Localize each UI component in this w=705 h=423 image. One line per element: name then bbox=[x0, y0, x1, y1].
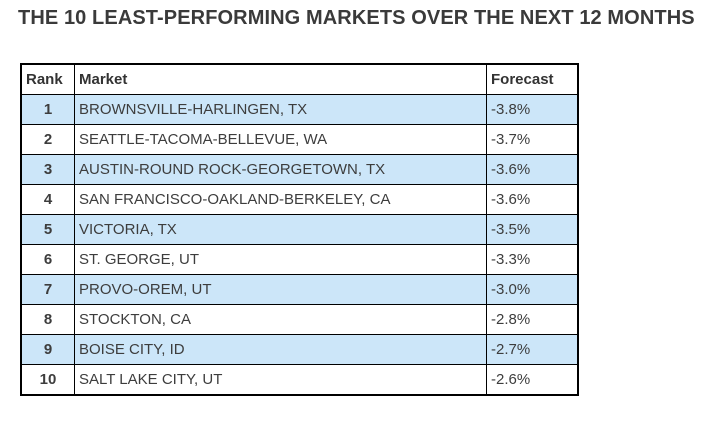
rank-cell: 9 bbox=[20, 334, 75, 365]
rank-cell: 5 bbox=[20, 214, 75, 245]
market-cell: PROVO-OREM, UT bbox=[74, 274, 487, 305]
table-row: 5 VICTORIA, TX -3.5% bbox=[20, 214, 579, 245]
rank-cell: 7 bbox=[20, 274, 75, 305]
forecast-cell: -2.6% bbox=[486, 364, 579, 396]
column-header-market: Market bbox=[74, 63, 487, 95]
forecast-cell: -3.0% bbox=[486, 274, 579, 305]
market-cell: SEATTLE-TACOMA-BELLEVUE, WA bbox=[74, 124, 487, 155]
forecast-cell: -3.3% bbox=[486, 244, 579, 275]
rank-cell: 3 bbox=[20, 154, 75, 185]
forecast-cell: -3.7% bbox=[486, 124, 579, 155]
rank-cell: 1 bbox=[20, 94, 75, 125]
rank-cell: 6 bbox=[20, 244, 75, 275]
forecast-cell: -3.5% bbox=[486, 214, 579, 245]
header-row: Rank Market Forecast bbox=[20, 63, 579, 95]
table-row: 3 AUSTIN-ROUND ROCK-GEORGETOWN, TX -3.6% bbox=[20, 154, 579, 185]
market-cell: VICTORIA, TX bbox=[74, 214, 487, 245]
market-cell: SALT LAKE CITY, UT bbox=[74, 364, 487, 396]
markets-table: Rank Market Forecast 1 BROWNSVILLE-HARLI… bbox=[20, 63, 579, 396]
page-title: THE 10 LEAST-PERFORMING MARKETS OVER THE… bbox=[18, 7, 695, 29]
forecast-cell: -3.8% bbox=[486, 94, 579, 125]
table-row: 8 STOCKTON, CA -2.8% bbox=[20, 304, 579, 335]
column-header-rank: Rank bbox=[20, 63, 75, 95]
forecast-cell: -2.8% bbox=[486, 304, 579, 335]
rank-cell: 2 bbox=[20, 124, 75, 155]
rank-cell: 10 bbox=[20, 364, 75, 396]
market-cell: BOISE CITY, ID bbox=[74, 334, 487, 365]
market-cell: ST. GEORGE, UT bbox=[74, 244, 487, 275]
table-row: 6 ST. GEORGE, UT -3.3% bbox=[20, 244, 579, 275]
market-cell: STOCKTON, CA bbox=[74, 304, 487, 335]
market-cell: SAN FRANCISCO-OAKLAND-BERKELEY, CA bbox=[74, 184, 487, 215]
rank-cell: 8 bbox=[20, 304, 75, 335]
table-row: 9 BOISE CITY, ID -2.7% bbox=[20, 334, 579, 365]
forecast-cell: -3.6% bbox=[486, 154, 579, 185]
market-cell: BROWNSVILLE-HARLINGEN, TX bbox=[74, 94, 487, 125]
forecast-cell: -3.6% bbox=[486, 184, 579, 215]
forecast-cell: -2.7% bbox=[486, 334, 579, 365]
rank-cell: 4 bbox=[20, 184, 75, 215]
table-row: 7 PROVO-OREM, UT -3.0% bbox=[20, 274, 579, 305]
table-row: 4 SAN FRANCISCO-OAKLAND-BERKELEY, CA -3.… bbox=[20, 184, 579, 215]
column-header-forecast: Forecast bbox=[486, 63, 579, 95]
table-row: 1 BROWNSVILLE-HARLINGEN, TX -3.8% bbox=[20, 94, 579, 125]
table-row: 2 SEATTLE-TACOMA-BELLEVUE, WA -3.7% bbox=[20, 124, 579, 155]
table-row: 10 SALT LAKE CITY, UT -2.6% bbox=[20, 364, 579, 396]
market-cell: AUSTIN-ROUND ROCK-GEORGETOWN, TX bbox=[74, 154, 487, 185]
